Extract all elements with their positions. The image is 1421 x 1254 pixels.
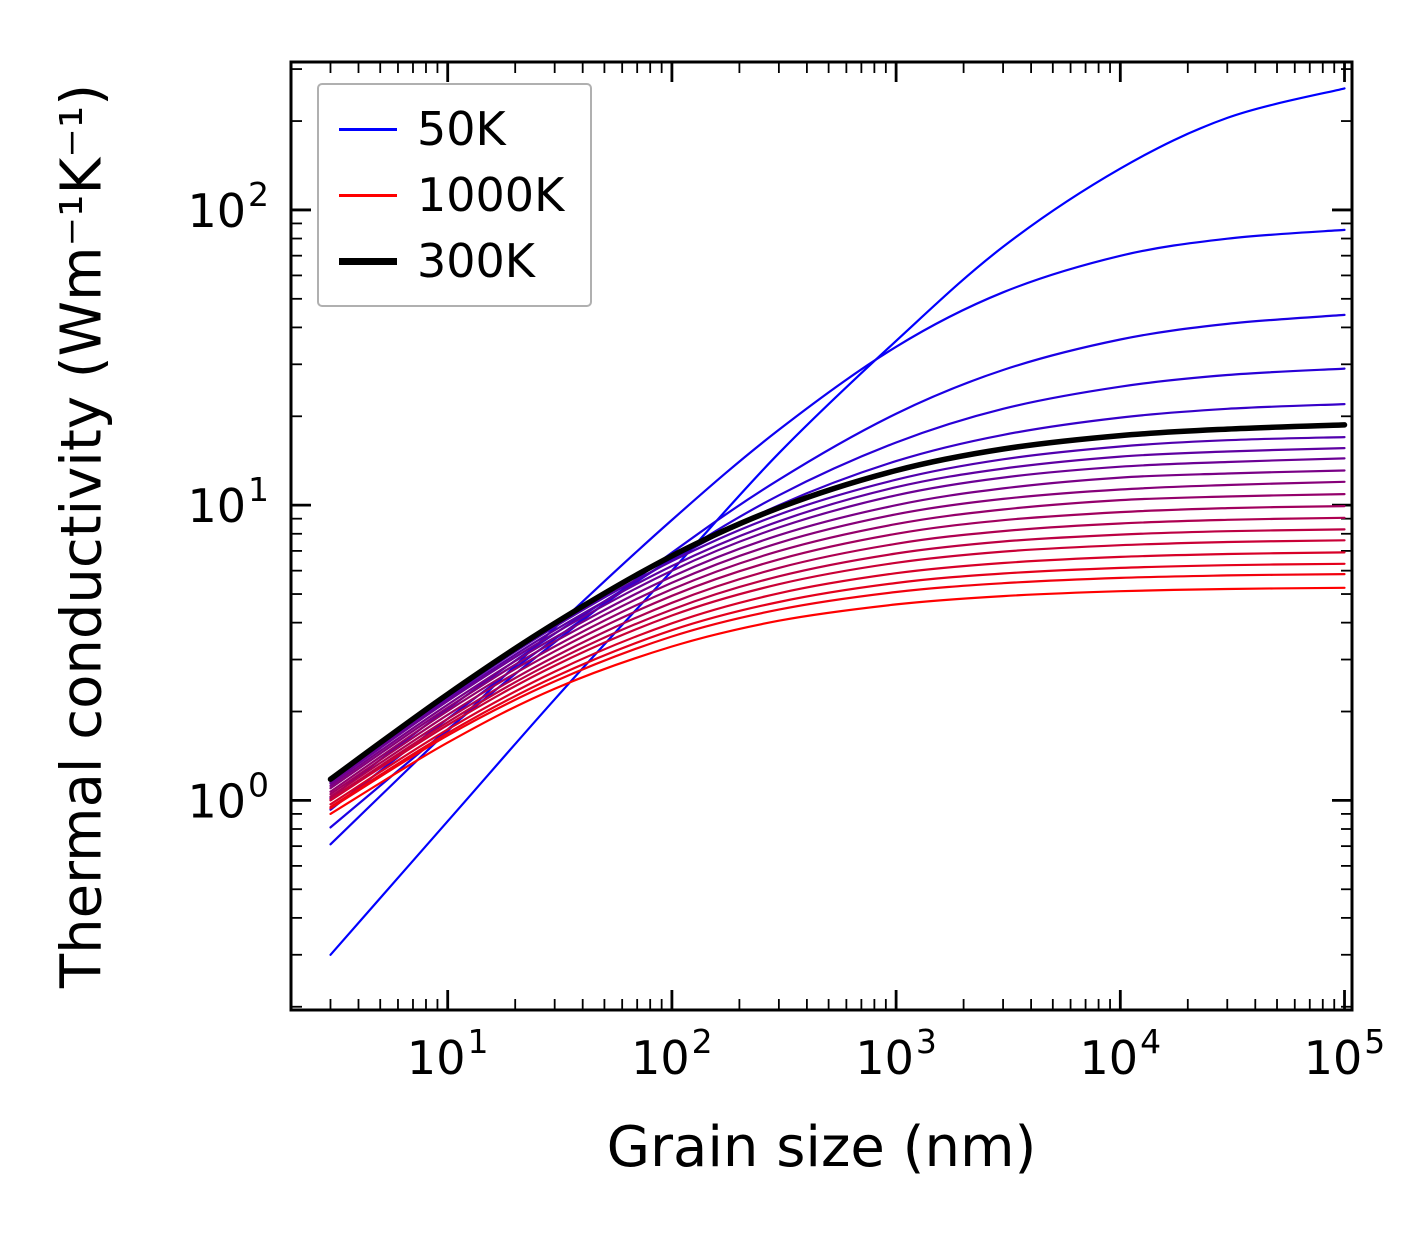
legend-label-1000k: 1000K (417, 168, 565, 222)
x-tick-label-10e5: 105 (1304, 1022, 1386, 1085)
legend-line-swatch-1000k (339, 193, 397, 197)
axes-spines (289, 60, 1354, 1012)
curve-950K (329, 573, 1346, 810)
y-tick-label-10e0: 100 (187, 765, 269, 828)
curve-600K (329, 493, 1346, 793)
curve-650K (329, 505, 1346, 796)
legend-line-swatch-50k (339, 127, 397, 131)
x-axis-label: Grain size (nm) (606, 1115, 1037, 1180)
curve-550K (329, 480, 1346, 790)
curve-500K (329, 469, 1346, 787)
curves-group (327, 87, 1348, 956)
curve-300K (327, 422, 1348, 782)
curve-850K (329, 551, 1346, 806)
curve-50K (329, 87, 1346, 956)
x-tick-label-10e3: 103 (855, 1022, 937, 1085)
legend-label-50k: 50K (417, 102, 506, 156)
x-tick-label-10e1: 101 (407, 1022, 489, 1085)
curve-250K (329, 403, 1346, 799)
legend-line-swatch-300k (339, 257, 397, 265)
y-axis-label: Thermal conductivity (Wm⁻¹K⁻¹) (49, 83, 115, 989)
curve-700K (329, 516, 1346, 798)
x-tick-label-10e2: 102 (631, 1022, 713, 1085)
curve-750K (329, 528, 1346, 801)
y-tick-label-10e1: 101 (187, 470, 269, 533)
legend-item-50k: 50K (339, 99, 564, 159)
legend-item-300k: 300K (339, 231, 564, 291)
curve-200K (329, 367, 1346, 811)
curve-1000K (329, 586, 1346, 815)
x-tick-label-10e4: 104 (1080, 1022, 1162, 1085)
curve-100K (329, 228, 1346, 846)
legend-label-300k: 300K (417, 234, 535, 288)
curve-450K (329, 457, 1346, 785)
legend: 50K 1000K 300K (317, 83, 593, 307)
curve-400K (329, 447, 1346, 784)
curve-150K (329, 313, 1346, 829)
curve-800K (329, 539, 1346, 802)
y-tick-label-10e2: 102 (187, 175, 269, 238)
curve-900K (329, 562, 1346, 809)
legend-item-1000k: 1000K (339, 165, 564, 225)
